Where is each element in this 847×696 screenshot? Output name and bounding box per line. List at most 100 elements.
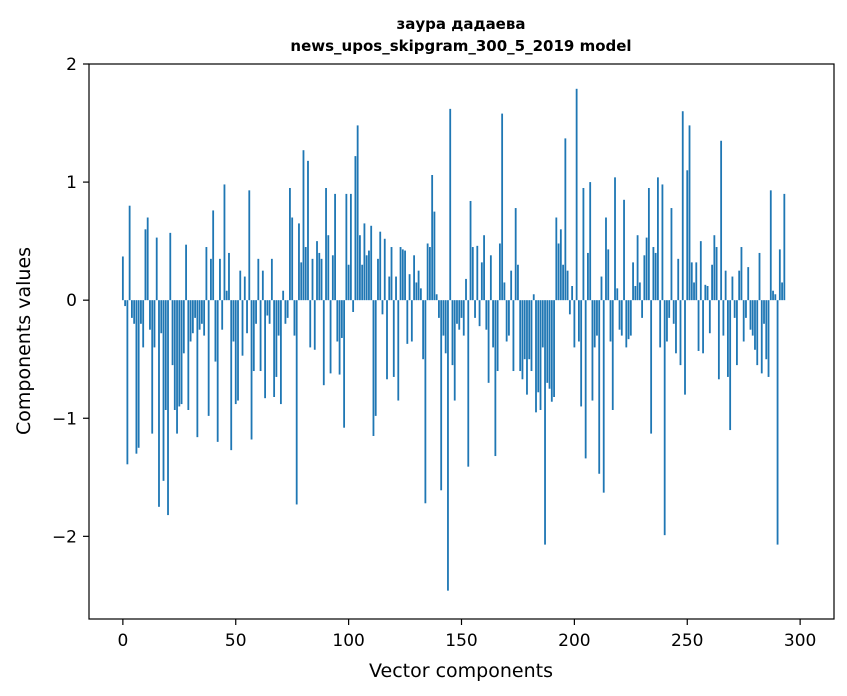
bar [162,300,165,481]
bar [675,300,677,354]
bar [413,255,415,301]
bar [657,177,659,301]
bar [681,111,684,301]
bar [331,255,334,301]
bar [221,300,224,330]
bar [340,300,343,338]
bar [268,300,271,324]
bar [666,300,668,342]
x-tick-label: 100 [332,631,364,651]
bar [684,300,686,395]
bar [492,300,495,348]
bar [234,300,237,405]
bar [415,282,418,301]
bar [485,300,488,330]
bar [266,300,269,316]
bar [153,300,156,348]
bar [636,235,639,301]
bar [381,300,384,315]
bar-series [121,88,786,591]
bar [498,243,501,301]
bar [349,193,352,301]
chart-title-line-2: news_upos_skipgram_300_5_2019 model [290,37,631,55]
bar [544,300,546,545]
bar [537,300,540,393]
bar [738,270,741,301]
y-tick-label: 2 [66,55,77,75]
bar [354,156,357,301]
bar [374,300,377,416]
bar [526,300,528,395]
bar [167,300,169,516]
bar [605,217,607,301]
bar [726,300,729,377]
bar [180,300,183,405]
bar [469,200,472,301]
bar [203,300,206,336]
bar [410,300,413,342]
bar [128,205,131,301]
bar [142,300,145,348]
bar [286,300,289,318]
bar [178,300,181,407]
plot-frame [88,63,835,620]
bar [553,300,555,397]
bar [228,252,230,301]
bar [647,187,650,301]
bar [386,300,388,380]
bar [494,300,497,457]
bar [458,300,461,330]
bar [758,252,761,301]
bar [641,300,644,318]
bar [611,300,614,410]
bar [645,237,648,301]
bar [462,300,465,336]
bar [591,300,594,401]
bar [155,237,158,301]
bar [329,300,332,374]
bar [370,225,373,301]
bar [372,300,375,436]
bar [774,294,777,301]
bar [126,300,129,465]
bar [546,300,549,383]
bar [625,300,628,348]
bar [668,300,671,318]
bar [243,276,246,301]
y-tick-label: −1 [52,409,77,429]
bar [438,300,440,318]
bar [252,300,255,372]
bar [654,252,657,301]
bar [722,300,725,336]
bar [377,258,379,301]
bar [428,247,431,301]
bar [279,300,282,405]
bar [483,235,485,301]
bar [219,258,221,301]
bar [207,300,210,416]
bar [587,252,589,301]
bar [406,300,409,344]
bar [510,270,513,301]
x-axis-label: Vector components [369,660,553,682]
bar [392,300,395,377]
bar [164,300,167,410]
x-tick-label: 0 [117,631,128,651]
bar [688,125,691,301]
bar [273,300,276,397]
bar [352,300,355,312]
bar [471,247,474,301]
bar [264,300,266,399]
bar [539,300,542,410]
bar [663,300,666,536]
bar [433,211,436,301]
bar [519,300,522,372]
bar [661,184,664,301]
bar [270,258,273,301]
bar [426,243,429,301]
bar [736,300,738,366]
bar [404,250,406,301]
bar [198,300,201,330]
y-tick-label: −2 [52,527,77,547]
bar [284,300,287,324]
